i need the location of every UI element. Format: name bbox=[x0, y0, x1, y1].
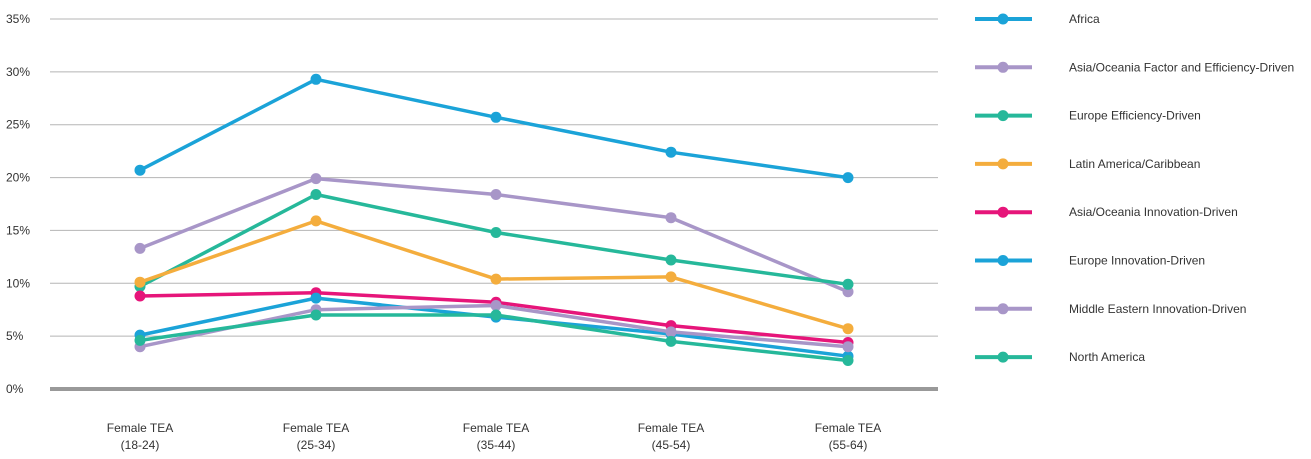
legend-item: North America bbox=[975, 350, 1145, 364]
legend-swatch-marker bbox=[997, 351, 1009, 363]
legend-label: Europe Efficiency-Driven bbox=[1069, 109, 1201, 123]
data-point bbox=[134, 334, 146, 346]
legend-label: Europe Innovation-Driven bbox=[1069, 254, 1205, 268]
data-point bbox=[842, 172, 854, 184]
y-tick-label: 35% bbox=[6, 12, 30, 26]
data-point bbox=[134, 242, 146, 254]
data-point bbox=[134, 164, 146, 176]
legend-swatch-marker bbox=[997, 110, 1009, 122]
data-point bbox=[842, 341, 854, 353]
data-point bbox=[134, 290, 146, 302]
series-3 bbox=[134, 189, 854, 292]
legend-item: Africa bbox=[975, 12, 1100, 26]
y-tick-label: 20% bbox=[6, 171, 30, 185]
data-point bbox=[310, 173, 322, 185]
data-point bbox=[310, 189, 322, 200]
legend-label: Africa bbox=[1069, 12, 1100, 26]
data-point bbox=[310, 309, 322, 321]
data-point bbox=[490, 111, 502, 123]
data-point bbox=[665, 212, 677, 224]
x-tick-label: Female TEA (55-64) bbox=[815, 421, 881, 452]
y-tick-label: 25% bbox=[6, 118, 30, 132]
data-point bbox=[842, 278, 854, 290]
x-tick-label: Female TEA (18-24) bbox=[107, 421, 173, 452]
x-tick-label: Female TEA (35-44) bbox=[463, 421, 529, 452]
data-point bbox=[665, 254, 677, 266]
x-axis: Female TEA (18-24) Female TEA (25-34) Female… bbox=[107, 421, 881, 452]
data-point bbox=[310, 73, 322, 85]
data-point bbox=[490, 309, 502, 321]
legend-swatch-marker bbox=[997, 303, 1009, 315]
data-point bbox=[310, 215, 322, 227]
data-point bbox=[134, 276, 146, 288]
y-tick-label: 15% bbox=[6, 223, 30, 237]
legend-swatch-marker bbox=[997, 255, 1009, 266]
legend-swatch-marker bbox=[997, 158, 1009, 170]
series-1 bbox=[134, 73, 854, 184]
data-point bbox=[842, 355, 854, 366]
series-line bbox=[139, 192, 849, 289]
legend-label: Asia/Oceania Innovation-Driven bbox=[1069, 205, 1238, 219]
legend-label: Middle Eastern Innovation-Driven bbox=[1069, 302, 1246, 316]
data-point bbox=[490, 227, 502, 238]
data-point bbox=[665, 335, 677, 347]
data-point bbox=[490, 189, 502, 200]
legend-item: Asia/Oceania Innovation-Driven bbox=[975, 205, 1238, 219]
series-2 bbox=[134, 173, 854, 298]
y-tick-label: 30% bbox=[6, 65, 30, 79]
legend-item: Asia/Oceania Factor and Efficiency-Drive… bbox=[975, 60, 1294, 74]
data-point bbox=[490, 300, 502, 311]
legend-item: Europe Innovation-Driven bbox=[975, 254, 1205, 268]
data-point bbox=[842, 323, 854, 335]
legend-swatch-marker bbox=[997, 206, 1009, 218]
series-group bbox=[134, 73, 854, 366]
x-tick-label: Female TEA (25-34) bbox=[283, 421, 349, 452]
series-line bbox=[139, 77, 849, 180]
series-8 bbox=[134, 309, 854, 366]
y-axis: 0% 5% 10% 15% 20% 25% 30% 35% bbox=[6, 12, 30, 396]
data-point bbox=[665, 326, 677, 338]
data-point bbox=[310, 292, 322, 304]
legend-item: Latin America/Caribbean bbox=[975, 157, 1200, 171]
y-tick-label: 0% bbox=[6, 382, 24, 396]
x-tick-label: Female TEA (45-54) bbox=[638, 421, 704, 452]
legend-item: Europe Efficiency-Driven bbox=[975, 109, 1201, 123]
legend-item: Middle Eastern Innovation-Driven bbox=[975, 302, 1246, 316]
y-tick-label: 10% bbox=[6, 276, 30, 290]
series-4 bbox=[134, 215, 854, 335]
legend-label: North America bbox=[1069, 350, 1145, 364]
data-point bbox=[665, 146, 677, 158]
y-tick-label: 5% bbox=[6, 329, 24, 343]
data-point bbox=[665, 271, 677, 283]
legend: Africa Asia/Oceania Factor and Efficiency… bbox=[975, 12, 1294, 364]
legend-label: Asia/Oceania Factor and Efficiency-Drive… bbox=[1069, 60, 1294, 74]
data-point bbox=[490, 273, 502, 285]
legend-swatch-marker bbox=[997, 61, 1009, 73]
legend-swatch-marker bbox=[997, 13, 1009, 25]
legend-label: Latin America/Caribbean bbox=[1069, 157, 1200, 171]
